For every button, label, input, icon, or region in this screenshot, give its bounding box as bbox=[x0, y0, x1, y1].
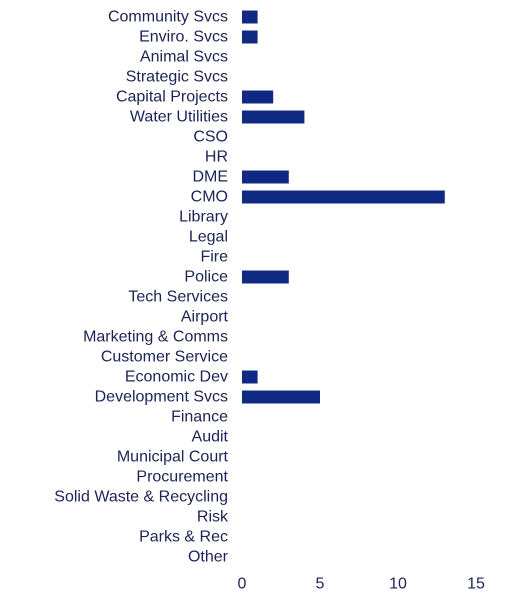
category-label-solid-waste-and-recycling: Solid Waste & Recycling bbox=[54, 489, 228, 506]
category-label-legal: Legal bbox=[189, 229, 228, 246]
bar-dme bbox=[242, 170, 289, 184]
category-label-municipal-court: Municipal Court bbox=[117, 449, 229, 466]
category-label-hr: HR bbox=[205, 149, 228, 166]
x-axis-ticks: 0 5 10 15 bbox=[238, 576, 485, 593]
bar-capital-projects bbox=[242, 90, 274, 104]
category-label-airport: Airport bbox=[181, 309, 229, 326]
category-label-finance: Finance bbox=[171, 409, 228, 426]
bar-water-utilities bbox=[242, 110, 305, 124]
bar-economic-dev bbox=[242, 370, 258, 384]
x-tick-label-5: 5 bbox=[316, 576, 325, 593]
category-label-marketing-and-comms: Marketing & Comms bbox=[83, 329, 228, 346]
category-label-economic-dev: Economic Dev bbox=[125, 369, 228, 386]
category-label-audit: Audit bbox=[192, 429, 229, 446]
x-tick-label-0: 0 bbox=[238, 576, 247, 593]
category-label-fire: Fire bbox=[200, 249, 228, 266]
bar-community-svcs bbox=[242, 10, 258, 24]
category-label-tech-services: Tech Services bbox=[128, 289, 228, 306]
category-label-customer-service: Customer Service bbox=[101, 349, 228, 366]
x-tick-label-15: 15 bbox=[467, 576, 485, 593]
category-label-community-svcs: Community Svcs bbox=[108, 9, 228, 26]
category-label-cmo: CMO bbox=[191, 189, 228, 206]
category-label-parks-and-rec: Parks & Rec bbox=[139, 529, 228, 546]
category-label-library: Library bbox=[179, 209, 228, 226]
category-label-risk: Risk bbox=[197, 509, 229, 526]
category-label-other: Other bbox=[188, 549, 229, 566]
x-tick-label-10: 10 bbox=[389, 576, 407, 593]
category-label-water-utilities: Water Utilities bbox=[130, 109, 228, 126]
bar-enviro-svcs bbox=[242, 30, 258, 44]
category-label-enviro-svcs: Enviro. Svcs bbox=[139, 29, 228, 46]
bar-police bbox=[242, 270, 289, 284]
category-label-cso: CSO bbox=[193, 129, 228, 146]
category-label-police: Police bbox=[184, 269, 228, 286]
category-label-development-svcs: Development Svcs bbox=[95, 389, 228, 406]
bars bbox=[242, 10, 445, 404]
category-labels: Community Svcs Enviro. Svcs Animal Svcs Str… bbox=[54, 9, 229, 566]
bar-cmo bbox=[242, 190, 445, 204]
category-label-procurement: Procurement bbox=[136, 469, 228, 486]
bar-development-svcs bbox=[242, 390, 320, 404]
category-label-strategic-svcs: Strategic Svcs bbox=[126, 69, 228, 86]
category-label-animal-svcs: Animal Svcs bbox=[140, 49, 228, 66]
category-label-dme: DME bbox=[192, 169, 228, 186]
category-label-capital-projects: Capital Projects bbox=[116, 89, 228, 106]
